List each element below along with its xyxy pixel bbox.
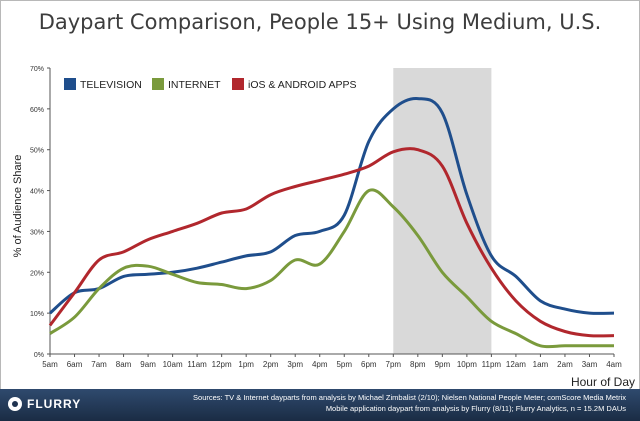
y-tick-label: 0% (34, 352, 44, 359)
x-tick-label: 3am (582, 360, 598, 369)
x-tick-label: 9am (140, 360, 156, 369)
x-tick-label: 11pm (482, 360, 502, 369)
y-tick-label: 20% (30, 270, 44, 277)
x-tick-label: 6pm (361, 360, 377, 369)
flurry-logo-text: FLURRY (27, 397, 82, 411)
y-tick-label: 70% (30, 66, 44, 73)
legend-label-ios-android-apps: iOS & ANDROID APPS (248, 79, 357, 91)
y-tick-label: 60% (30, 107, 44, 114)
x-tick-label: 12pm (212, 360, 232, 369)
footer-bar: FLURRY Sources: TV & Internet dayparts f… (0, 389, 640, 421)
x-tick-label: 8pm (410, 360, 426, 369)
x-tick-label: 11am (187, 360, 207, 369)
legend-swatch-internet (152, 78, 164, 90)
series-line-internet (49, 188, 614, 349)
x-tick-label: 2am (557, 360, 573, 369)
x-tick-label: 1pm (238, 360, 254, 369)
y-tick-label: 50% (30, 148, 44, 155)
series-line-television (49, 97, 615, 315)
flurry-logo: FLURRY (8, 397, 81, 411)
series-line-ios-android-apps (48, 147, 615, 338)
y-tick-label: 30% (30, 229, 44, 236)
x-tick-label: 1am (533, 360, 549, 369)
x-tick-label: 9pm (435, 360, 451, 369)
source-line-2: Mobile application daypart from analysis… (325, 404, 626, 413)
flurry-logo-icon (8, 397, 22, 411)
x-tick-label: 6am (67, 360, 83, 369)
chart-title: Daypart Comparison, People 15+ Using Med… (38, 10, 602, 34)
x-tick-label: 4am (606, 360, 622, 369)
x-tick-label: 4pm (312, 360, 328, 369)
x-tick-label: 2pm (263, 360, 279, 369)
x-tick-label: 12am (506, 360, 526, 369)
x-axis-label: Hour of Day (570, 375, 635, 389)
legend-swatch-television (64, 78, 76, 90)
y-tick-label: 40% (30, 189, 44, 196)
x-tick-label: 3pm (287, 360, 303, 369)
x-tick-label: 5pm (336, 360, 352, 369)
x-tick-label: 7am (91, 360, 107, 369)
legend-swatch-ios-android-apps (232, 78, 244, 90)
legend-label-television: TELEVISION (80, 79, 142, 91)
x-tick-label: 10pm (457, 360, 477, 369)
x-tick-label: 8am (116, 360, 132, 369)
legend-label-internet: INTERNET (168, 79, 221, 91)
y-tick-label: 10% (30, 311, 44, 318)
x-tick-label: 7pm (386, 360, 402, 369)
source-line-1: Sources: TV & Internet dayparts from ana… (193, 393, 626, 402)
x-tick-label: 10am (163, 360, 183, 369)
x-tick-label: 5am (42, 360, 58, 369)
